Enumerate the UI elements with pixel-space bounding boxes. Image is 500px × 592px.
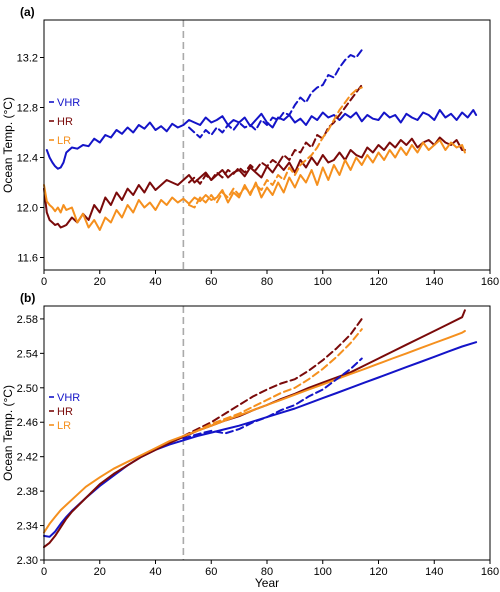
panel-b-series <box>43 309 478 549</box>
x-tick-label: 40 <box>149 566 161 578</box>
series-vhr-solid-line <box>45 109 478 170</box>
panel-b-label: (b) <box>20 291 35 305</box>
legend-b-lr: LR <box>57 420 71 432</box>
y-tick-label: 2.50 <box>17 383 38 395</box>
y-tick-label: 2.54 <box>17 348 38 360</box>
x-tick-label: 20 <box>94 566 106 578</box>
panel-a-ylabel: Ocean Temp. (°C) <box>1 97 15 193</box>
panel-b-ylabel: Ocean Temp. (°C) <box>1 385 15 481</box>
panel-a-series <box>43 49 478 231</box>
x-tick-label: 160 <box>481 276 499 288</box>
panel-a-frame <box>43 19 491 271</box>
y-tick-label: 2.42 <box>17 452 38 464</box>
series-lr-dashed-line <box>188 86 363 209</box>
x-tick-label: 160 <box>481 566 499 578</box>
y-tick-label: 11.6 <box>17 253 38 265</box>
x-tick-label: 0 <box>41 566 47 578</box>
series-vhr-dashed-line <box>182 357 363 440</box>
panel-b: (b) 0 20 40 60 80 100 120 140 160 2.30 2.34 2.38 2.4… <box>1 291 499 590</box>
x-tick-label: 140 <box>425 276 443 288</box>
y-tick-label: 2.58 <box>17 314 38 326</box>
panel-a-ticks: 0 20 40 60 80 100 120 140 160 11.6 12.0 12.4 12.8 13.… <box>17 53 500 289</box>
y-tick-label: 12.0 <box>17 203 38 215</box>
x-tick-label: 120 <box>369 566 387 578</box>
y-tick-label: 12.4 <box>17 153 38 165</box>
panel-a-legend: VHR HR LR <box>49 97 80 147</box>
panel-b-legend: VHR HR LR <box>49 392 80 432</box>
y-tick-label: 2.38 <box>17 486 38 498</box>
x-tick-label: 100 <box>314 276 332 288</box>
x-tick-label: 100 <box>314 566 332 578</box>
series-vhr-solid-line <box>43 341 478 538</box>
panel-b-xlabel: Year <box>255 576 279 590</box>
y-tick-label: 2.30 <box>17 555 38 567</box>
panel-a-label: (a) <box>20 5 35 19</box>
x-tick-label: 140 <box>425 566 443 578</box>
panel-b-frame <box>43 305 491 561</box>
series-lr-solid-line <box>43 139 466 231</box>
x-tick-label: 80 <box>261 276 273 288</box>
x-tick-label: 40 <box>149 276 161 288</box>
y-tick-label: 12.8 <box>17 103 38 115</box>
x-tick-label: 80 <box>261 566 273 578</box>
x-tick-label: 60 <box>205 276 217 288</box>
x-tick-label: 0 <box>41 276 47 288</box>
panel-a: (a) 0 20 40 60 80 100 120 140 160 11.6 12.0 12.4 12.… <box>1 5 499 288</box>
series-lr-solid-line <box>43 330 466 534</box>
legend-b-hr: HR <box>57 406 73 418</box>
y-tick-label: 2.46 <box>17 417 38 429</box>
legend-a-hr: HR <box>57 116 73 128</box>
legend-a-vhr: VHR <box>57 97 80 109</box>
legend-a-lr: LR <box>57 135 71 147</box>
panel-b-ticks: 0 20 40 60 80 100 120 140 160 2.30 2.34 2.38 2.42 2.4… <box>17 314 500 578</box>
series-hr-solid-line <box>43 309 466 549</box>
y-tick-label: 2.34 <box>17 521 38 533</box>
x-tick-label: 20 <box>94 276 106 288</box>
series-lr-dashed-line <box>182 328 363 437</box>
legend-b-vhr: VHR <box>57 392 80 404</box>
series-hr-solid-line <box>43 136 466 229</box>
x-tick-label: 60 <box>205 566 217 578</box>
y-tick-label: 13.2 <box>17 53 38 65</box>
series-hr-dashed-line <box>182 317 363 437</box>
series-vhr-dashed-line <box>188 49 363 139</box>
series-hr-dashed-line <box>188 84 363 185</box>
x-tick-label: 120 <box>369 276 387 288</box>
